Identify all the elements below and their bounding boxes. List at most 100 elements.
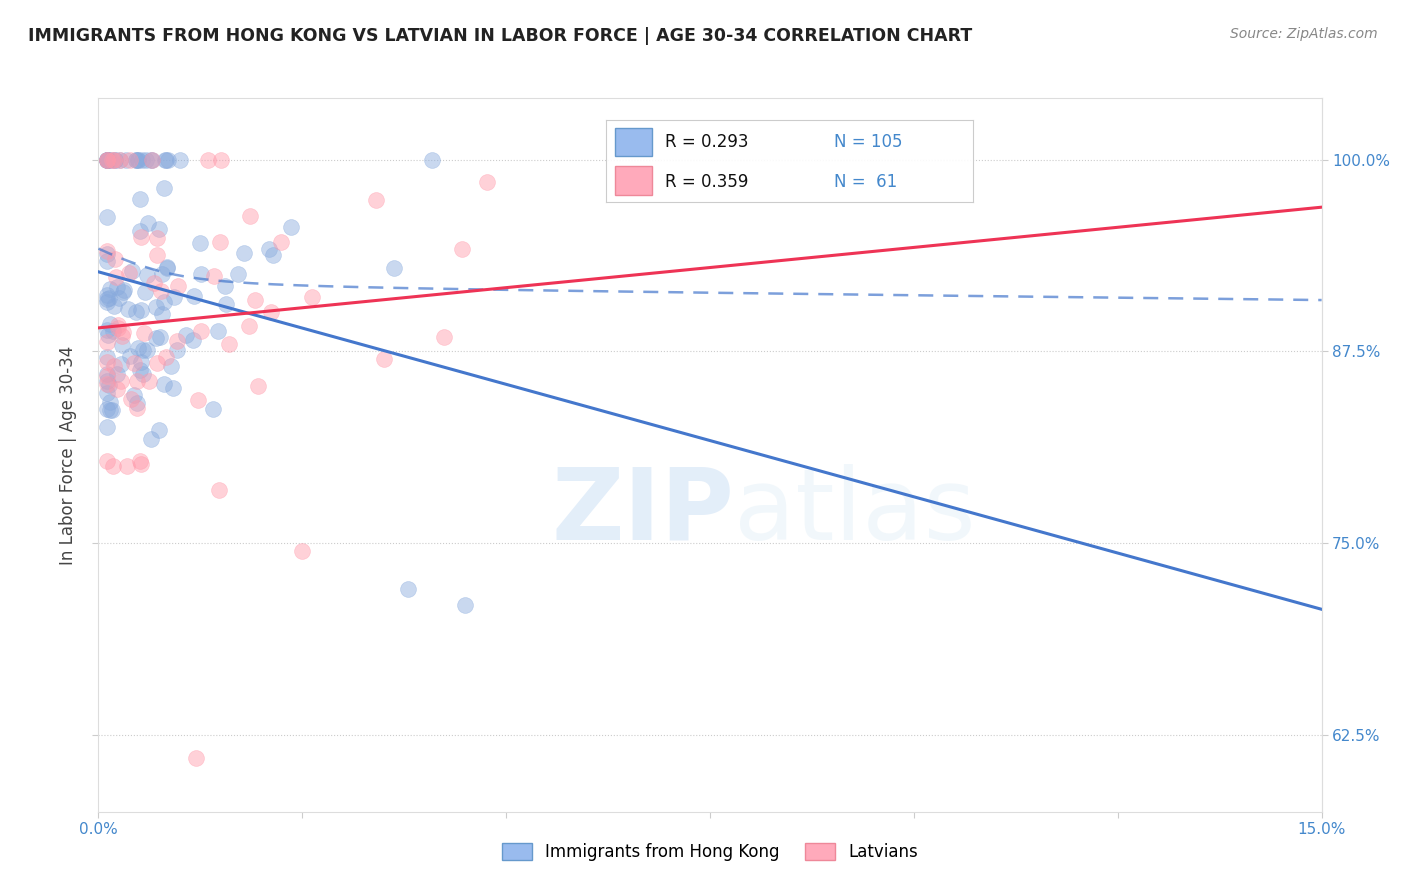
Point: [96, 355, 118, 369]
Point: [104, 252, 127, 266]
Point: [162, 381, 184, 395]
Point: [131, 302, 153, 317]
Point: [166, 343, 188, 357]
Point: [96, 153, 118, 167]
Point: [190, 324, 212, 338]
Text: IMMIGRANTS FROM HONG KONG VS LATVIAN IN LABOR FORCE | AGE 30-34 CORRELATION CHAR: IMMIGRANTS FROM HONG KONG VS LATVIAN IN …: [28, 27, 973, 45]
Point: [454, 598, 477, 612]
Point: [104, 153, 127, 167]
Point: [160, 359, 183, 373]
Point: [115, 153, 138, 167]
Point: [145, 300, 167, 314]
Point: [112, 285, 135, 299]
Point: [233, 246, 256, 260]
Point: [451, 242, 474, 256]
Point: [129, 454, 152, 468]
Point: [131, 153, 153, 167]
Point: [167, 279, 190, 293]
Point: [190, 267, 212, 281]
Point: [96, 153, 118, 167]
Text: Source: ZipAtlas.com: Source: ZipAtlas.com: [1230, 27, 1378, 41]
Point: [150, 267, 173, 281]
Point: [141, 432, 163, 446]
Point: [96, 153, 118, 167]
Point: [100, 153, 122, 167]
Point: [98, 377, 121, 392]
Point: [107, 318, 129, 332]
Point: [209, 235, 232, 250]
Point: [108, 291, 131, 305]
Point: [110, 153, 132, 167]
Point: [110, 358, 132, 372]
Point: [156, 153, 179, 167]
Point: [183, 288, 205, 302]
Point: [280, 220, 302, 235]
Point: [163, 290, 186, 304]
Point: [105, 368, 128, 382]
Point: [103, 359, 125, 373]
Point: [103, 300, 125, 314]
Point: [131, 343, 153, 358]
Point: [420, 153, 443, 167]
Point: [125, 153, 148, 167]
Point: [105, 270, 128, 285]
Point: [96, 420, 118, 434]
Point: [148, 424, 170, 438]
Point: [124, 356, 146, 370]
Text: ZIP: ZIP: [551, 464, 734, 560]
Point: [148, 222, 170, 236]
Point: [396, 582, 419, 597]
Text: atlas: atlas: [734, 464, 976, 560]
Point: [149, 284, 172, 298]
Point: [153, 377, 176, 392]
Point: [475, 175, 498, 189]
Point: [169, 153, 191, 167]
Point: [146, 355, 169, 369]
Point: [96, 295, 118, 310]
Point: [245, 293, 267, 307]
Point: [138, 374, 160, 388]
Point: [96, 375, 118, 389]
Point: [127, 401, 149, 415]
Y-axis label: In Labor Force | Age 30-34: In Labor Force | Age 30-34: [59, 345, 77, 565]
Point: [262, 247, 284, 261]
Point: [141, 153, 163, 167]
Point: [132, 368, 155, 382]
Point: [129, 193, 152, 207]
Point: [135, 343, 157, 357]
Point: [118, 349, 141, 363]
Point: [125, 153, 148, 167]
Point: [146, 248, 169, 262]
Point: [96, 210, 118, 224]
Point: [96, 153, 118, 167]
Legend: Immigrants from Hong Kong, Latvians: Immigrants from Hong Kong, Latvians: [495, 836, 925, 868]
Point: [115, 458, 138, 473]
Point: [197, 153, 219, 167]
Point: [202, 268, 225, 283]
Point: [111, 338, 134, 352]
Point: [112, 283, 135, 297]
Point: [136, 268, 159, 282]
Point: [96, 153, 118, 167]
Point: [209, 153, 232, 167]
Point: [125, 374, 148, 388]
Point: [366, 193, 388, 207]
Point: [96, 386, 118, 401]
Point: [176, 328, 198, 343]
Point: [105, 383, 128, 397]
Point: [156, 261, 179, 276]
Point: [218, 336, 240, 351]
Point: [124, 305, 146, 319]
Point: [186, 751, 208, 765]
Point: [149, 329, 172, 343]
Point: [101, 459, 124, 474]
Point: [111, 325, 134, 339]
Point: [152, 181, 174, 195]
Point: [110, 374, 132, 388]
Point: [118, 266, 141, 280]
Point: [100, 282, 122, 296]
Point: [214, 279, 236, 293]
Point: [153, 153, 176, 167]
Point: [98, 395, 121, 409]
Point: [373, 351, 395, 366]
